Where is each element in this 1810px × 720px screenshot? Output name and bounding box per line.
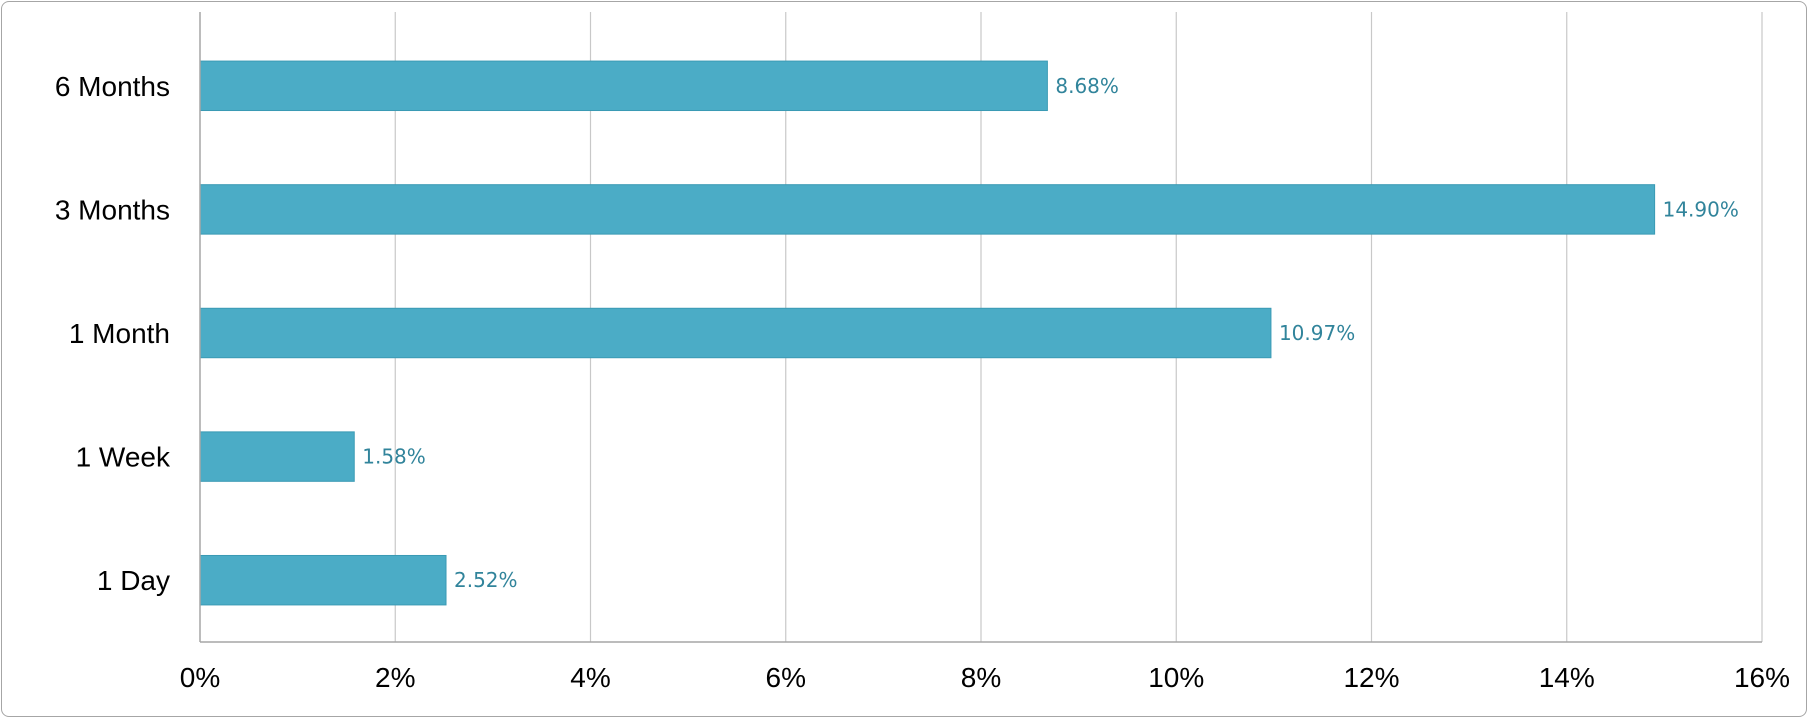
data-label: 2.52%: [454, 568, 518, 592]
bar-1-week: [199, 431, 355, 482]
x-tick-label: 4%: [570, 662, 610, 693]
x-tick-label: 14%: [1539, 662, 1595, 693]
data-label: 10.97%: [1279, 321, 1355, 345]
labels: 0% 2% 4% 6% 8% 10% 12% 14% 16% 6 Months 8.68% 3 Mon…: [55, 71, 1790, 693]
x-tick-label: 12%: [1343, 662, 1399, 693]
data-label: 1.58%: [362, 445, 426, 469]
bar-1-month: [199, 307, 1272, 359]
bars: [199, 60, 1656, 606]
x-tick-label: 16%: [1734, 662, 1790, 693]
data-label: 8.68%: [1055, 74, 1119, 98]
bar-1-day: [199, 554, 447, 606]
x-tick-label: 0%: [180, 662, 220, 693]
bar-3-months: [199, 184, 1656, 235]
category-label: 3 Months: [55, 194, 170, 225]
data-label: 14.90%: [1663, 197, 1739, 221]
x-tick-label: 10%: [1148, 662, 1204, 693]
x-tick-label: 8%: [961, 662, 1001, 693]
x-tick-label: 6%: [766, 662, 806, 693]
category-label: 1 Day: [97, 565, 170, 596]
category-label: 6 Months: [55, 71, 170, 102]
axes: [199, 12, 1762, 643]
category-label: 1 Week: [76, 442, 171, 473]
bar-6-months: [199, 60, 1048, 112]
category-label: 1 Month: [69, 318, 170, 349]
x-tick-label: 2%: [375, 662, 415, 693]
